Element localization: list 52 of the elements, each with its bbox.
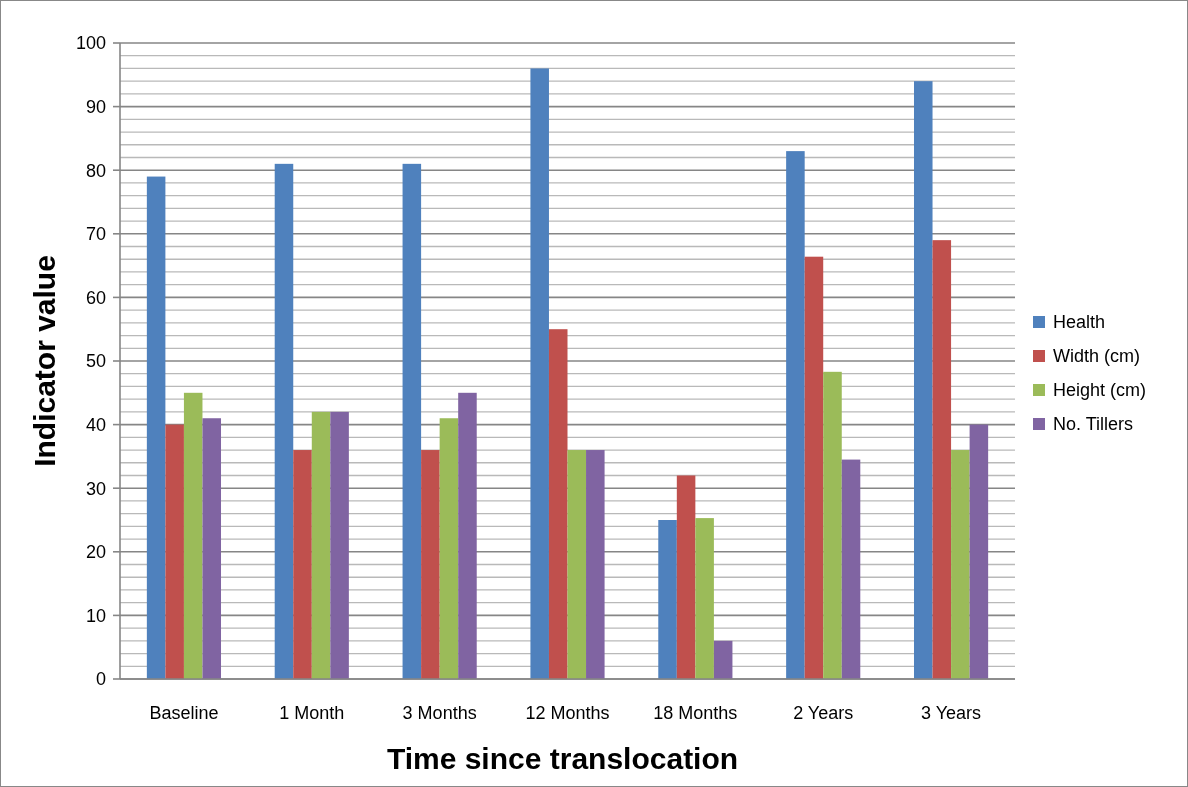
bar xyxy=(439,418,459,679)
y-axis-title: Indicator value xyxy=(28,255,61,467)
bar xyxy=(421,450,440,679)
y-tick-label: 20 xyxy=(85,542,106,563)
x-tick-label: 12 Months xyxy=(525,703,610,723)
bar xyxy=(311,411,331,679)
bar xyxy=(458,392,477,679)
bar xyxy=(330,411,349,679)
y-tick-label: 30 xyxy=(85,478,106,499)
y-tick-label: 60 xyxy=(85,287,106,308)
bar xyxy=(567,450,587,679)
bar xyxy=(823,371,842,679)
y-tick-label: 70 xyxy=(85,224,106,245)
x-tick-label: 1 Month xyxy=(279,703,345,723)
bar xyxy=(676,475,696,679)
y-tick-label: 80 xyxy=(85,160,106,181)
bar xyxy=(274,163,294,679)
bar xyxy=(804,256,824,679)
x-tick-label: 18 Months xyxy=(653,703,738,723)
bar xyxy=(913,81,933,679)
legend-label: Health xyxy=(1053,312,1106,333)
legend-label: Width (cm) xyxy=(1053,346,1140,367)
bar xyxy=(951,450,970,679)
bar xyxy=(293,450,312,679)
bar xyxy=(713,640,733,679)
y-tick-label: 100 xyxy=(75,33,106,54)
x-tick-label: 3 Months xyxy=(402,703,477,723)
bar xyxy=(695,518,714,679)
bar xyxy=(586,450,605,679)
y-tick-label: 0 xyxy=(95,669,106,690)
bar xyxy=(969,424,989,679)
y-tick-label: 10 xyxy=(85,605,106,626)
bar xyxy=(202,418,222,679)
bar xyxy=(183,392,203,679)
y-tick-label: 90 xyxy=(85,96,106,117)
bar xyxy=(932,240,952,679)
bar xyxy=(530,68,549,679)
bar xyxy=(146,176,166,679)
bar xyxy=(165,424,184,679)
bar xyxy=(841,459,861,679)
x-axis-title: Time since translocation xyxy=(386,742,739,775)
bar xyxy=(548,329,568,679)
bar xyxy=(658,520,677,679)
bar xyxy=(402,163,422,679)
legend-label: No. Tillers xyxy=(1053,414,1134,435)
legend-label: Height (cm) xyxy=(1053,380,1147,401)
x-tick-label: 3 Years xyxy=(921,703,982,723)
x-tick-label: 2 Years xyxy=(793,703,854,723)
y-tick-label: 40 xyxy=(85,414,106,435)
bar xyxy=(786,151,805,679)
x-tick-label: Baseline xyxy=(149,703,219,723)
y-tick-label: 50 xyxy=(85,351,106,372)
